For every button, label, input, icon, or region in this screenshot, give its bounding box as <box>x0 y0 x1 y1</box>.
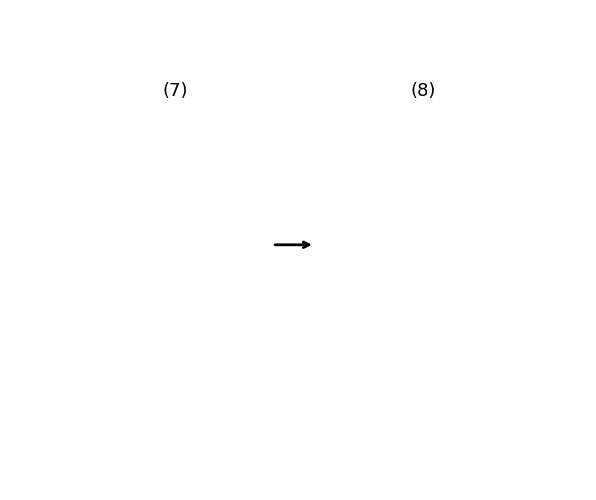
Text: (8): (8) <box>411 82 436 100</box>
Text: (7): (7) <box>163 82 188 100</box>
